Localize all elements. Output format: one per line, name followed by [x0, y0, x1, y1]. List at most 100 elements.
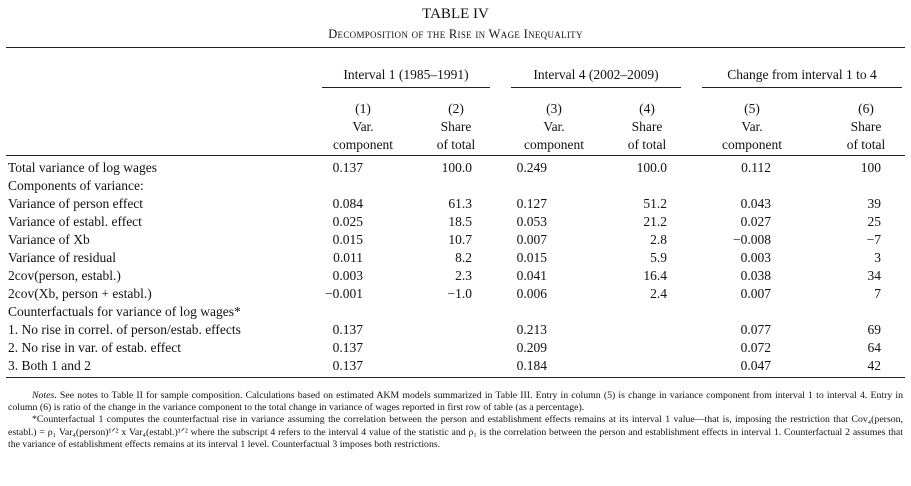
data-table: Total variance of log wages 0.137 100.0 0.2… — [8, 159, 901, 375]
cell-col-1: 0.137 — [332, 358, 363, 373]
column-label-line2: of total — [846, 137, 886, 152]
cell-col-2: 10.7 — [448, 232, 472, 247]
cell-col-3: 0.249 — [516, 160, 547, 175]
table-row: 2cov(Xb, person + establ.) −0.001 −1.0 0.00… — [8, 285, 901, 303]
column-number: (4) — [639, 101, 655, 116]
group-interval-1: Interval 1 (1985–1991) — [343, 67, 469, 82]
cell-col-1: 0.011 — [333, 250, 363, 265]
cell-col-3: 0.007 — [516, 232, 547, 247]
cell-col-6: 34 — [867, 268, 882, 283]
cell-col-4 — [589, 339, 679, 357]
cell-col-4: 2.8 — [650, 232, 667, 247]
cell-col-3: 0.213 — [516, 322, 547, 337]
cell-col-4: 21.2 — [643, 214, 667, 229]
table-body: Total variance of log wages 0.137 100.0 0.2… — [8, 159, 901, 375]
table-row: 3. Both 1 and 2 0.137 0.184 0.047 42 — [8, 357, 901, 375]
row-label: Total variance of log wages — [8, 160, 157, 175]
table-row: 2cov(person, establ.) 0.003 2.3 0.041 16.4 0.… — [8, 267, 901, 285]
table-title: Decomposition of the Rise in Wage Inequa… — [328, 27, 583, 41]
notes-text: See notes to Table II for sample composi… — [8, 390, 903, 414]
cell-col-6: −7 — [866, 232, 881, 247]
cell-col-6 — [807, 303, 901, 321]
cell-col-2 — [399, 303, 491, 321]
table-row: 1. No rise in correl. of person/estab. e… — [8, 321, 901, 339]
cell-col-3: 0.127 — [516, 196, 547, 211]
cell-col-2 — [399, 177, 491, 195]
header-rule — [6, 155, 905, 156]
cell-col-5: 0.038 — [740, 268, 771, 283]
column-label-line2: component — [524, 137, 584, 152]
row-label: 2. No rise in var. of estab. effect — [8, 340, 181, 355]
cell-col-6: 39 — [867, 196, 882, 211]
cell-col-6: 3 — [874, 250, 881, 265]
cell-col-2: −1.0 — [447, 286, 473, 301]
cell-col-5: 0.043 — [740, 196, 771, 211]
column-label-line2: component — [722, 137, 782, 152]
table-row: 2. No rise in var. of estab. effect 0.137… — [8, 339, 901, 357]
column-number: (5) — [744, 101, 760, 116]
cell-col-4 — [589, 357, 679, 375]
cell-col-1: 0.137 — [332, 340, 363, 355]
counterfactual-note: *Counterfactual 1 computes the counterfa… — [8, 414, 903, 450]
column-header-2: (2) Share of total — [406, 100, 506, 154]
column-label-line1: Share — [850, 119, 882, 134]
cell-col-1 — [306, 303, 399, 321]
column-label-line1: Share — [440, 119, 472, 134]
table-row: Counterfactuals for variance of log wage… — [8, 303, 901, 321]
table-row: Variance of person effect 0.084 61.3 0.127 5… — [8, 195, 901, 213]
cell-col-2: 61.3 — [448, 196, 472, 211]
group-rule-change — [702, 87, 902, 88]
cell-col-5: 0.003 — [740, 250, 771, 265]
table-notes: Notes. See notes to Table II for sample … — [8, 390, 903, 451]
cell-col-3: 0.184 — [516, 358, 547, 373]
column-label-line1: Var. — [352, 119, 374, 134]
cell-col-3 — [491, 177, 589, 195]
cell-col-5: 0.072 — [740, 340, 771, 355]
table-row: Variance of Xb 0.015 10.7 0.007 2.8 −0.008 −7 — [8, 231, 901, 249]
cell-col-1 — [306, 177, 399, 195]
table-row: Components of variance: — [8, 177, 901, 195]
column-header-6: (6) Share of total — [816, 100, 911, 154]
group-rule-interval-1 — [322, 87, 490, 88]
cell-col-3 — [491, 303, 589, 321]
cell-col-5: −0.008 — [733, 232, 771, 247]
cell-col-6: 100 — [860, 160, 881, 175]
cell-col-1: 0.084 — [332, 196, 363, 211]
column-label-line1: Share — [631, 119, 663, 134]
cell-col-1: 0.137 — [332, 322, 363, 337]
cell-col-2 — [399, 339, 491, 357]
top-rule — [6, 47, 905, 48]
cell-col-4: 51.2 — [643, 196, 667, 211]
row-label: 2cov(person, establ.) — [8, 268, 121, 283]
cell-col-5: 0.027 — [740, 214, 771, 229]
row-label: Variance of person effect — [8, 196, 144, 211]
cell-col-1: 0.003 — [332, 268, 363, 283]
cell-col-5: 0.112 — [741, 160, 771, 175]
cell-col-4: 100.0 — [636, 160, 667, 175]
cell-col-1: −0.001 — [325, 286, 363, 301]
column-header-1: (1) Var. component — [313, 100, 413, 154]
row-label: Components of variance: — [8, 178, 144, 193]
cell-col-2 — [399, 321, 491, 339]
cell-col-4: 5.9 — [650, 250, 667, 265]
cell-col-4 — [589, 303, 679, 321]
column-number: (2) — [448, 101, 464, 116]
column-label-line2: component — [333, 137, 393, 152]
cell-col-2: 18.5 — [448, 214, 472, 229]
cell-col-2 — [399, 357, 491, 375]
cell-col-6: 7 — [874, 286, 881, 301]
row-label: Variance of Xb — [8, 232, 90, 247]
column-label-line1: Var. — [741, 119, 763, 134]
cell-col-1: 0.137 — [332, 160, 363, 175]
cell-col-6: 42 — [867, 358, 882, 373]
row-label: 3. Both 1 and 2 — [8, 358, 91, 373]
table-row: Variance of residual 0.011 8.2 0.015 5.9 0.00… — [8, 249, 901, 267]
cell-col-2: 8.2 — [455, 250, 472, 265]
cell-col-2: 100.0 — [441, 160, 472, 175]
cell-col-6 — [807, 177, 901, 195]
cell-col-3: 0.041 — [516, 268, 547, 283]
column-number: (6) — [858, 101, 874, 116]
cell-col-1: 0.025 — [332, 214, 363, 229]
cell-col-3: 0.053 — [516, 214, 547, 229]
cell-col-6: 64 — [867, 340, 882, 355]
